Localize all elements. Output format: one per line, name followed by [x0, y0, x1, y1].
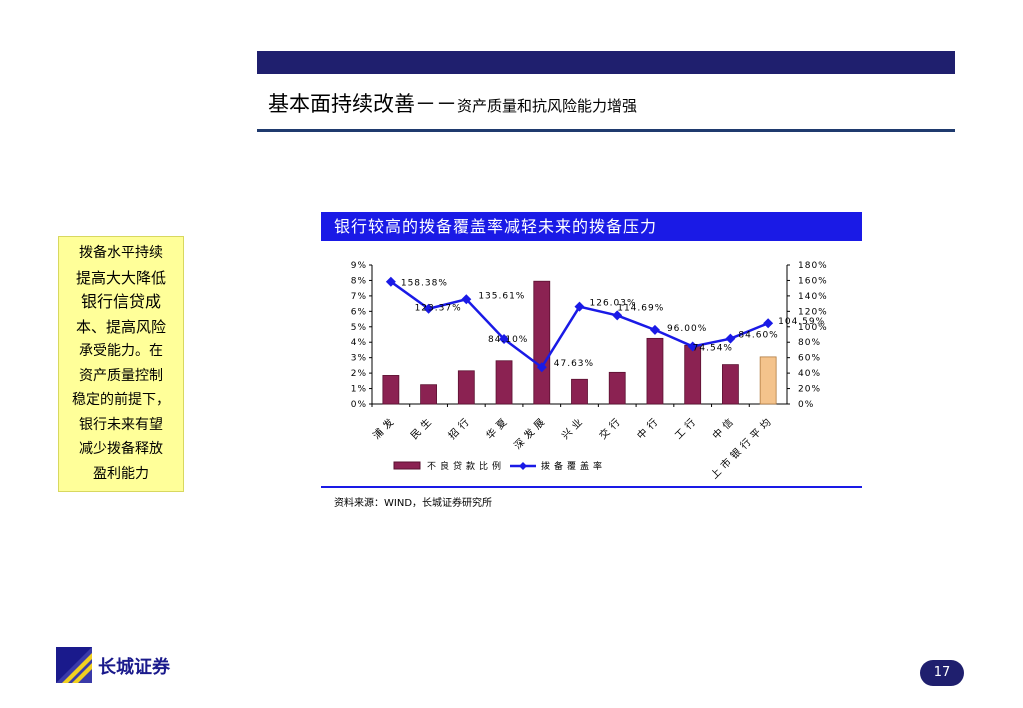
side-note-line: 拨备水平持续 — [79, 245, 163, 261]
bar — [571, 378, 588, 405]
bar — [722, 364, 739, 405]
y-left-tick-label: 4% — [351, 338, 367, 348]
y-left-tick-label: 3% — [351, 354, 367, 364]
side-note-line: 稳定的前提下， — [72, 392, 170, 408]
coverage-point — [536, 362, 547, 373]
bar — [382, 375, 400, 405]
y-right-tick-label: 80% — [798, 338, 821, 348]
page-title: 基本面持续改善－－资产质量和抗风险能力增强 — [268, 88, 637, 118]
y-left-tick-label: 8% — [351, 276, 367, 286]
side-note: 拨备水平持续 提高大大降低 银行信贷成 本、提高风险 承受能力。在 资产质量控制… — [58, 236, 184, 492]
legend-bar-label: 不良贷款比例 — [427, 460, 505, 472]
y-right-tick-label: 0% — [798, 400, 814, 410]
bar — [420, 384, 437, 405]
bar — [533, 280, 551, 405]
x-tick-label: 浦发 — [370, 413, 399, 442]
bar — [759, 356, 777, 405]
y-left-tick-label: 9% — [351, 261, 367, 271]
bar — [646, 337, 664, 405]
side-note-line: 资产质量控制 — [79, 367, 163, 384]
header-bar — [257, 51, 955, 74]
side-note-line: 盈利能力 — [93, 465, 149, 482]
source-divider — [321, 486, 862, 488]
title-main: 基本面持续改善－－ — [268, 92, 457, 116]
page-number: 17 — [920, 660, 964, 686]
x-tick-label: 民生 — [408, 413, 437, 442]
bar — [684, 344, 702, 405]
x-tick-label: 工行 — [672, 413, 701, 442]
coverage-data-label: 96.00% — [667, 324, 707, 334]
y-right-tick-label: 160% — [798, 276, 828, 286]
bar — [457, 370, 475, 405]
y-left-tick-label: 5% — [351, 323, 367, 333]
title-divider — [257, 129, 955, 132]
y-left-tick-label: 7% — [351, 292, 367, 302]
coverage-point — [423, 303, 434, 314]
coverage-data-label: 104.59% — [778, 317, 825, 327]
company-logo: 长城证券 — [56, 647, 196, 683]
legend-bar-swatch — [393, 461, 421, 470]
coverage-data-label: 123.37% — [415, 304, 462, 314]
y-right-tick-label: 60% — [798, 354, 821, 364]
coverage-data-label: 114.69% — [617, 303, 664, 313]
y-left-tick-label: 6% — [351, 307, 367, 317]
y-right-tick-label: 40% — [798, 369, 821, 379]
side-note-line: 提高大大降低 — [75, 268, 166, 287]
side-note-line: 银行信贷成 — [80, 292, 161, 311]
y-right-tick-label: 120% — [798, 307, 828, 317]
x-tick-label: 招行 — [445, 413, 474, 442]
legend-line-label: 拨备覆盖率 — [541, 460, 606, 472]
x-tick-label: 交行 — [596, 413, 625, 442]
y-left-tick-label: 0% — [351, 400, 367, 410]
coverage-point — [687, 341, 698, 352]
x-tick-label: 上市银行平均 — [708, 413, 777, 482]
coverage-data-label: 47.63% — [554, 359, 594, 369]
y-left-tick-label: 1% — [351, 385, 367, 395]
x-tick-label: 深发展 — [511, 413, 550, 452]
side-note-line: 承受能力。在 — [79, 343, 163, 359]
coverage-data-label: 126.03% — [590, 299, 637, 309]
coverage-point — [725, 333, 736, 344]
coverage-point — [763, 318, 774, 329]
bar — [495, 360, 513, 405]
source-note: 资料来源：WIND，长城证券研究所 — [334, 498, 493, 509]
y-right-tick-label: 100% — [798, 323, 828, 333]
coverage-data-label: 84.60% — [738, 331, 778, 341]
y-right-tick-label: 140% — [798, 292, 828, 302]
side-note-line: 银行未来有望 — [79, 416, 163, 433]
coverage-point — [385, 276, 396, 287]
title-sub: 资产质量和抗风险能力增强 — [457, 97, 638, 115]
coverage-data-label: 74.54% — [693, 343, 733, 353]
bar — [608, 371, 626, 405]
great-wall-logo-icon — [56, 647, 92, 683]
coverage-point — [574, 301, 585, 312]
x-tick-label: 兴业 — [559, 414, 587, 442]
x-tick-label: 中信 — [710, 413, 739, 442]
legend-line-marker — [519, 462, 527, 470]
coverage-data-label: 135.61% — [478, 291, 525, 301]
y-right-tick-label: 20% — [798, 385, 821, 395]
coverage-point — [649, 324, 660, 335]
coverage-point — [612, 310, 623, 321]
y-right-tick-label: 180% — [798, 261, 828, 271]
x-tick-label: 华夏 — [483, 413, 512, 442]
coverage-point — [499, 334, 510, 345]
side-note-line: 减少拨备释放 — [79, 441, 163, 457]
coverage-data-label: 84.10% — [488, 335, 528, 345]
y-left-tick-label: 2% — [351, 369, 367, 379]
chart-title: 银行较高的拨备覆盖率减轻未来的拨备压力 — [321, 212, 862, 241]
logo-text: 长城证券 — [98, 657, 170, 678]
x-tick-label: 中行 — [634, 413, 663, 442]
side-note-line: 本、提高风险 — [75, 317, 166, 336]
coverage-data-label: 158.38% — [401, 279, 448, 289]
coverage-point — [461, 294, 472, 305]
coverage-line — [390, 280, 769, 370]
